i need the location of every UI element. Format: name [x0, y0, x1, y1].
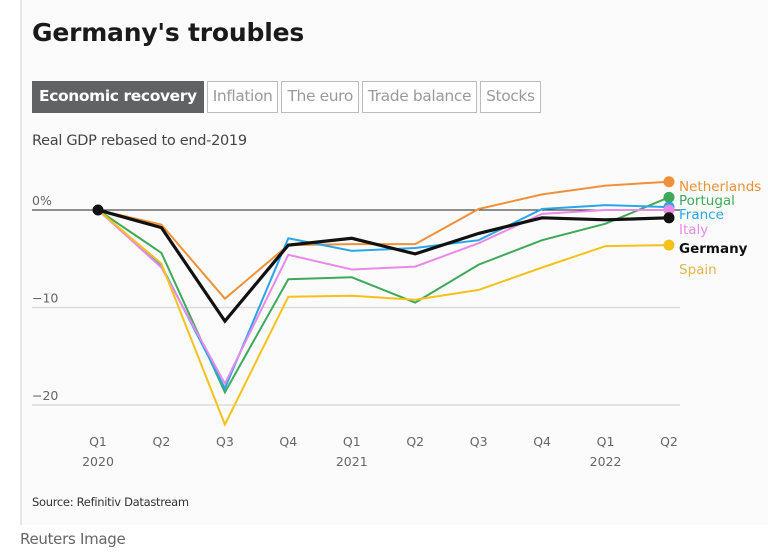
y-tick-label: −10 — [32, 291, 58, 306]
y-axis-ticks: 0% −10 −20 — [32, 193, 58, 403]
tab-the-euro[interactable]: The euro — [281, 81, 359, 113]
tab-inflation[interactable]: Inflation — [206, 81, 279, 113]
series-line-netherlands — [97, 180, 670, 301]
x-tick-year-label: 2021 — [336, 454, 368, 469]
x-tick-label: Q2 — [153, 434, 171, 449]
series-label-spain: Spain — [679, 262, 717, 278]
series-lines — [92, 176, 675, 427]
tab-bar: Economic recovery Inflation The euro Tra… — [32, 81, 541, 113]
series-end-marker-portugal — [663, 191, 675, 203]
x-tick-year-label: 2022 — [590, 454, 622, 469]
x-tick-label: Q4 — [279, 434, 297, 449]
series-start-marker-germany — [92, 204, 104, 216]
series-label-germany: Germany — [679, 241, 748, 257]
x-tick-label: Q2 — [406, 434, 424, 449]
x-tick-label: Q2 — [660, 434, 678, 449]
series-line-italy — [97, 209, 669, 386]
x-axis-ticks: Q1 2020 Q2 Q3 Q4 Q1 2021 Q2 Q3 Q4 Q1 2022 Q2 — [82, 434, 678, 469]
series-label-portugal: Portugal — [679, 193, 735, 209]
chart-subtitle: Real GDP rebased to end-2019 — [32, 133, 247, 149]
y-tick-label: 0% — [32, 193, 52, 208]
image-credit: Reuters Image — [20, 530, 126, 548]
x-tick-year-label: 2020 — [82, 454, 114, 469]
series-label-italy: Italy — [679, 222, 708, 238]
x-tick-label: Q1 — [597, 434, 615, 449]
series-label-netherlands: Netherlands — [679, 179, 761, 195]
x-tick-label: Q4 — [533, 434, 551, 449]
x-tick-label: Q1 — [89, 434, 107, 449]
x-tick-label: Q3 — [470, 434, 488, 449]
source-note: Source: Refinitiv Datastream — [32, 495, 189, 509]
gridlines — [32, 209, 680, 406]
page-title: Germany's troubles — [32, 18, 305, 47]
series-line-spain — [97, 209, 670, 427]
series-label-france: France — [679, 207, 724, 223]
series-end-marker-italy — [663, 204, 675, 216]
series-end-marker-germany — [663, 212, 675, 224]
series-end-marker-spain — [663, 239, 675, 251]
x-tick-label: Q3 — [216, 434, 234, 449]
tab-economic-recovery[interactable]: Economic recovery — [32, 81, 204, 113]
series-line-portugal — [97, 196, 670, 395]
y-tick-label: −20 — [32, 388, 58, 403]
x-tick-label: Q1 — [343, 434, 361, 449]
tab-stocks[interactable]: Stocks — [480, 81, 541, 113]
series-line-germany — [97, 208, 670, 324]
tab-trade-balance[interactable]: Trade balance — [361, 81, 478, 113]
series-end-marker-netherlands — [663, 176, 675, 188]
